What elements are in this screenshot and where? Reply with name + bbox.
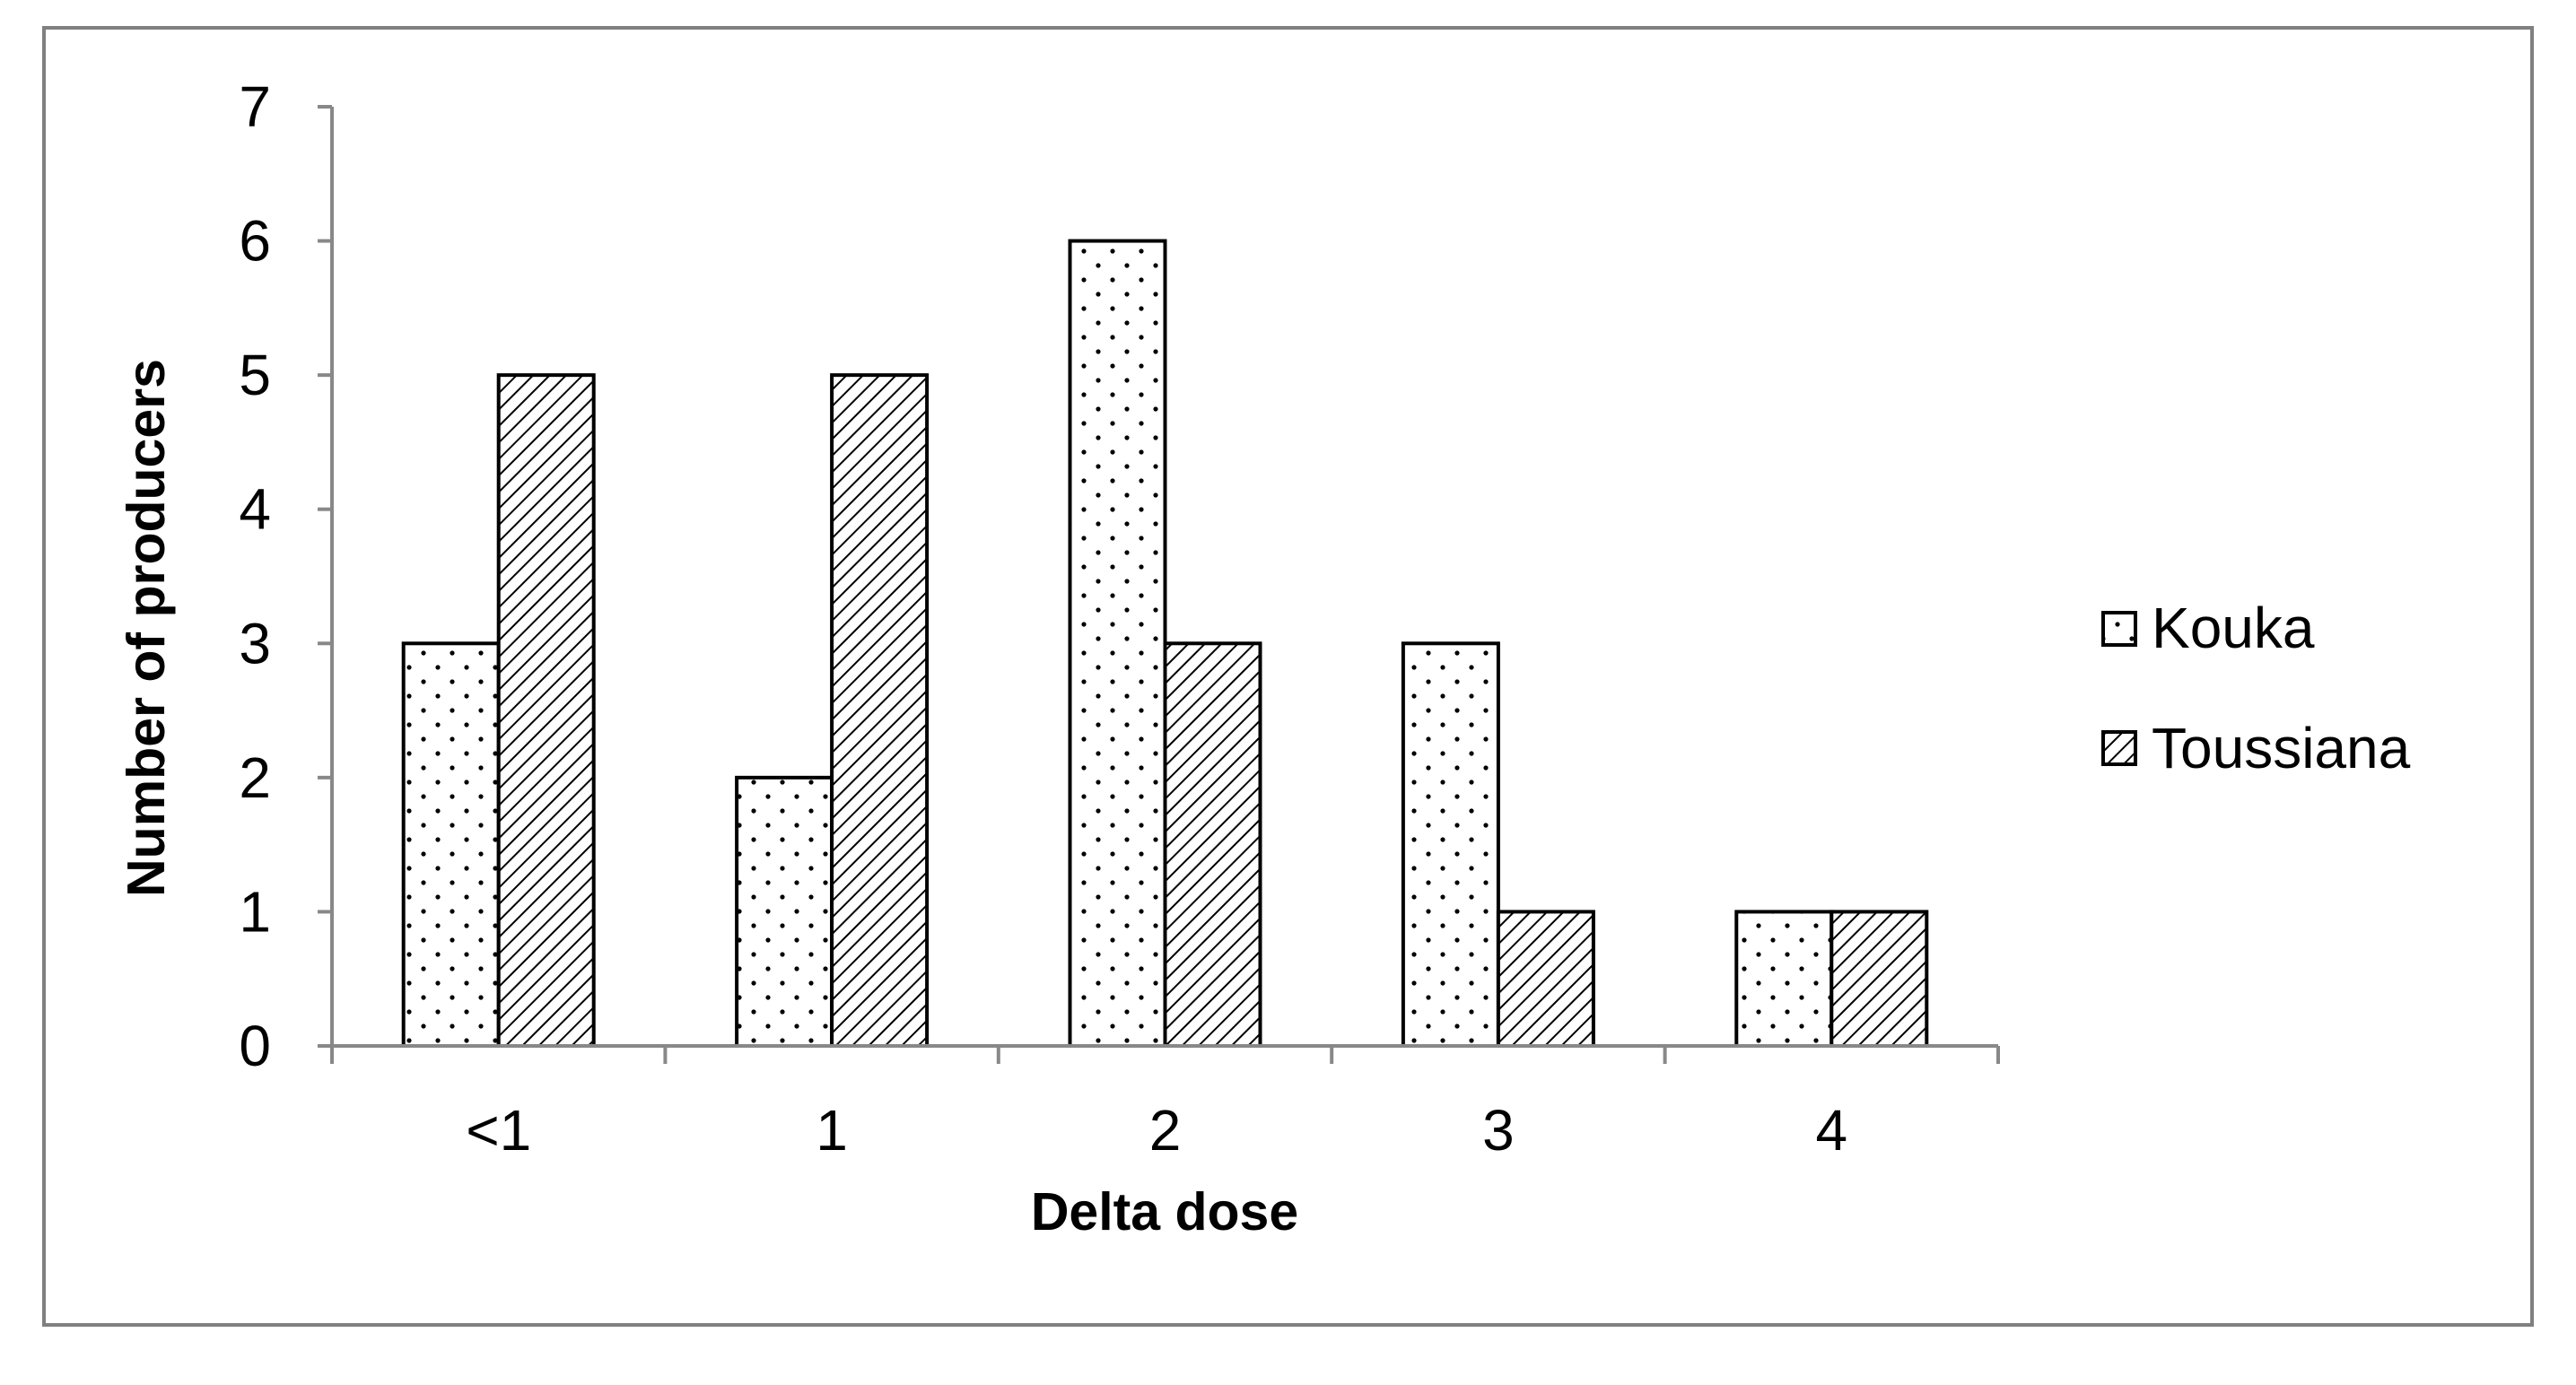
legend-item-kouka: Kouka <box>2101 596 2315 660</box>
bar-toussiana-2 <box>1163 641 1262 1048</box>
y-tick-label-6: 6 <box>239 209 271 274</box>
bar-kouka-4 <box>1734 910 1834 1049</box>
x-tick-label-1: 1 <box>816 1098 848 1163</box>
legend-swatch-kouka <box>2101 611 2137 647</box>
bar-kouka-3 <box>1401 641 1500 1048</box>
bar-toussiana-0 <box>496 373 596 1048</box>
bar-kouka-0 <box>401 641 501 1048</box>
y-tick-label-4: 4 <box>239 477 271 542</box>
axes-layer: 0 1 2 3 4 5 6 7 <1 1 2 3 4 <box>239 74 2000 1163</box>
x-tick-label-2: 2 <box>1149 1098 1182 1163</box>
legend-label-kouka: Kouka <box>2152 596 2315 660</box>
y-tick-label-7: 7 <box>239 74 271 139</box>
x-axis-label: Delta dose <box>1031 1182 1298 1241</box>
x-tick-label-3: 3 <box>1482 1098 1515 1163</box>
legend-swatch-toussiana <box>2101 730 2137 766</box>
y-tick-label-1: 1 <box>239 879 271 944</box>
bar-toussiana-3 <box>1496 910 1595 1049</box>
x-tick-label-4: 4 <box>1816 1098 1848 1163</box>
y-tick-label-3: 3 <box>239 611 271 675</box>
y-tick-label-0: 0 <box>239 1014 271 1078</box>
legend-label-toussiana: Toussiana <box>2152 716 2411 780</box>
y-axis-label: Number of producers <box>117 359 176 897</box>
bars-layer <box>401 239 1929 1049</box>
legend-item-toussiana: Toussiana <box>2101 716 2411 780</box>
y-tick-label-2: 2 <box>239 745 271 810</box>
legend: Kouka Toussiana <box>2101 596 2411 780</box>
bar-kouka-1 <box>735 775 834 1048</box>
bar-kouka-2 <box>1068 239 1167 1049</box>
bar-toussiana-4 <box>1829 910 1929 1049</box>
bar-toussiana-1 <box>830 373 930 1048</box>
y-tick-label-5: 5 <box>239 343 271 407</box>
x-tick-label-0: <1 <box>466 1098 531 1163</box>
